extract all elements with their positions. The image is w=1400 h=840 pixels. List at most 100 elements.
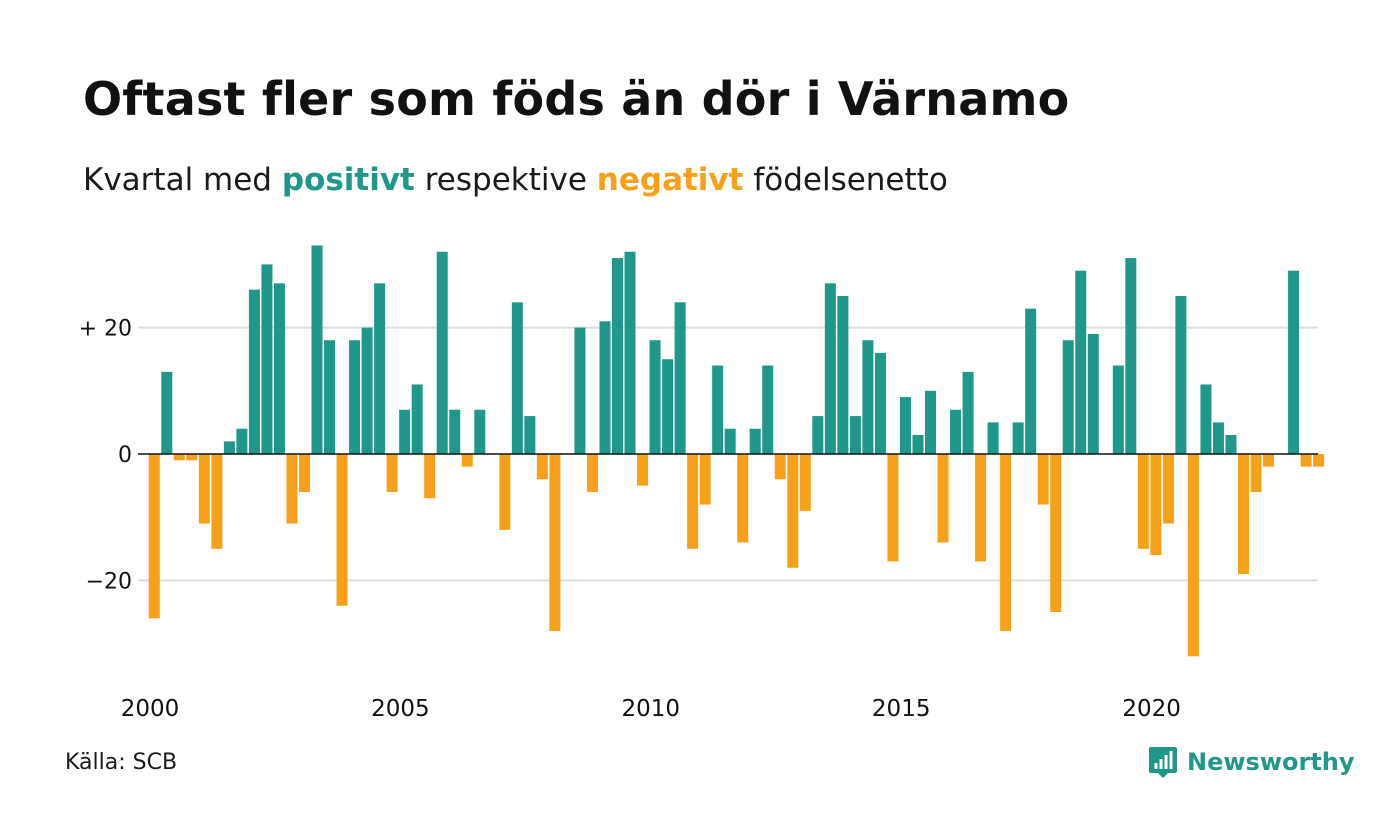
bar [1162,454,1174,524]
bar [336,454,348,606]
bar [874,352,886,454]
bar [975,454,987,562]
bar [261,264,273,454]
bar [612,258,623,454]
brand-logo[interactable]: Newsworthy [1148,744,1355,780]
y-tick-label: 0 [118,443,132,468]
bar [962,371,974,454]
bar [887,454,899,562]
bar [899,397,911,454]
bar [1250,454,1262,492]
bar [1075,270,1087,454]
brand-name: Newsworthy [1187,748,1355,776]
bar [236,428,248,454]
bar [624,251,636,454]
x-tick-label: 2020 [1122,696,1181,722]
bar [186,454,198,461]
bar [1212,422,1224,454]
x-tick-label: 2005 [371,696,430,722]
bar [762,365,774,454]
bar [223,441,235,454]
bar [724,428,736,454]
bar [399,409,411,454]
bar [449,409,461,454]
y-tick-label: −20 [86,569,132,594]
bar [424,454,436,499]
bar [374,283,386,454]
source-note: Källa: SCB [65,750,178,775]
bar [1025,308,1037,454]
bar [1012,422,1024,454]
bar [712,365,724,454]
bar [1200,384,1212,454]
bar [637,454,649,486]
bar [749,428,761,454]
newsworthy-logo-icon [1149,747,1177,778]
bar [1062,340,1074,454]
bar [248,289,260,454]
bar [1300,454,1312,467]
x-tick-label: 2015 [872,696,931,722]
bar [349,340,361,454]
subtitle-negative-word: negativt [596,162,744,198]
bar [774,454,786,480]
bar [1313,454,1325,467]
bar [211,454,223,549]
bar [812,416,824,454]
bar [987,422,999,454]
bar [937,454,949,543]
bar [1150,454,1162,556]
bar [1125,258,1137,454]
bar [549,454,561,631]
bar [436,251,448,454]
bar [662,359,674,454]
bar [950,409,962,454]
bar [311,245,323,454]
chart-title: Oftast fler som föds än dör i Värnamo [83,72,1070,126]
bar [499,454,511,530]
bar [862,340,874,454]
bar [474,409,486,454]
x-tick-label: 2000 [121,696,180,722]
bar [461,454,473,467]
bar [649,340,661,454]
bar [273,283,285,454]
bar [299,454,310,492]
bar [1225,435,1237,454]
bar [173,454,185,461]
bar [837,296,849,454]
bar [198,454,210,524]
bar [574,327,586,454]
bar [737,454,749,543]
bar [536,454,548,480]
bar [586,454,598,492]
bar [674,302,686,454]
bar [599,321,611,454]
bar [148,454,160,619]
bar [1112,365,1124,454]
subtitle-middle: respektive [414,162,597,198]
bar [849,416,861,454]
bar [687,454,699,549]
bar [1238,454,1249,575]
bar [925,390,936,454]
bar [524,416,536,454]
bar [1137,454,1149,549]
subtitle-prefix: Kvartal med [83,162,282,198]
y-tick-label: + 20 [79,317,132,342]
bar [1288,270,1300,454]
bar [411,384,423,454]
bar [787,454,799,568]
bar [1037,454,1049,505]
bar [1187,454,1199,657]
bar [1175,296,1187,454]
chart-subtitle: Kvartal med positivt respektive negativt… [83,162,948,198]
bar [361,327,373,454]
bar [324,340,336,454]
bar [161,371,173,454]
subtitle-positive-word: positivt [281,162,415,198]
bar [912,435,924,454]
bar [1263,454,1275,467]
bar [511,302,523,454]
